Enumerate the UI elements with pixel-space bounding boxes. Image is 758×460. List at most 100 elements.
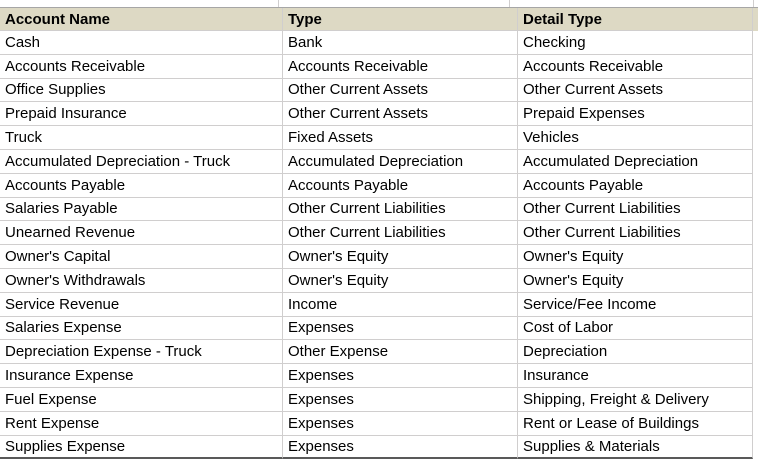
cell-type[interactable]: Expenses bbox=[283, 435, 518, 460]
cell-detail-type[interactable]: Depreciation bbox=[518, 340, 753, 365]
cell-type[interactable]: Expenses bbox=[283, 316, 518, 341]
cell-detail-type[interactable]: Other Current Assets bbox=[518, 78, 753, 103]
table-row: Unearned Revenue Other Current Liabilitie… bbox=[0, 221, 758, 246]
cell-detail-type[interactable]: Insurance bbox=[518, 364, 753, 388]
cell-detail-type[interactable]: Cost of Labor bbox=[518, 316, 753, 341]
cell-type[interactable]: Accounts Receivable bbox=[283, 54, 518, 79]
cell-type[interactable]: Owner's Equity bbox=[283, 268, 518, 293]
row-gutter bbox=[753, 102, 758, 127]
header-cell-account-name[interactable]: Account Name bbox=[0, 8, 283, 31]
cell-type[interactable]: Income bbox=[283, 292, 518, 317]
cell-account-name[interactable]: Truck bbox=[0, 126, 283, 150]
cell-account-name[interactable]: Accounts Receivable bbox=[0, 54, 283, 79]
cell-type[interactable]: Other Current Liabilities bbox=[283, 221, 518, 246]
cell-type[interactable]: Other Current Liabilities bbox=[283, 197, 518, 222]
row-gutter bbox=[753, 78, 758, 103]
row-gutter bbox=[753, 316, 758, 341]
cell-type[interactable]: Bank bbox=[283, 31, 518, 55]
cell-detail-type[interactable]: Checking bbox=[518, 31, 753, 55]
table-row: Service Revenue Income Service/Fee Income bbox=[0, 292, 758, 317]
table-row: Fuel Expense Expenses Shipping, Freight & … bbox=[0, 387, 758, 412]
cell-account-name[interactable]: Office Supplies bbox=[0, 78, 283, 103]
row-gutter bbox=[753, 411, 758, 436]
row-gutter bbox=[753, 387, 758, 412]
cell-detail-type[interactable]: Accounts Payable bbox=[518, 173, 753, 198]
cell-detail-type[interactable]: Accounts Receivable bbox=[518, 54, 753, 79]
cell-account-name[interactable]: Accumulated Depreciation - Truck bbox=[0, 149, 283, 174]
table-row: Owner's Withdrawals Owner's Equity Owner's… bbox=[0, 268, 758, 293]
cell-type[interactable]: Other Expense bbox=[283, 340, 518, 365]
cell-detail-type[interactable]: Other Current Liabilities bbox=[518, 221, 753, 246]
table-body: Cash Bank Checking Accounts Receivable Accou… bbox=[0, 31, 758, 460]
row-gutter bbox=[753, 54, 758, 79]
cell-account-name[interactable]: Salaries Expense bbox=[0, 316, 283, 341]
table-row: Depreciation Expense - Truck Other Expens… bbox=[0, 340, 758, 365]
cell-detail-type[interactable]: Shipping, Freight & Delivery bbox=[518, 387, 753, 412]
header-cell-detail-type[interactable]: Detail Type bbox=[518, 8, 753, 31]
cell-account-name[interactable]: Fuel Expense bbox=[0, 387, 283, 412]
row-gutter bbox=[753, 340, 758, 365]
gridline-vertical bbox=[753, 0, 754, 7]
row-above-sliver bbox=[0, 0, 758, 8]
cell-type[interactable]: Fixed Assets bbox=[283, 126, 518, 150]
cell-detail-type[interactable]: Other Current Liabilities bbox=[518, 197, 753, 222]
row-gutter bbox=[753, 245, 758, 269]
header-cell-type[interactable]: Type bbox=[283, 8, 518, 31]
cell-account-name[interactable]: Insurance Expense bbox=[0, 364, 283, 388]
table-row: Truck Fixed Assets Vehicles bbox=[0, 126, 758, 150]
cell-detail-type[interactable]: Prepaid Expenses bbox=[518, 102, 753, 127]
row-gutter bbox=[753, 31, 758, 55]
row-gutter bbox=[753, 268, 758, 293]
cell-type[interactable]: Expenses bbox=[283, 364, 518, 388]
cell-detail-type[interactable]: Owner's Equity bbox=[518, 268, 753, 293]
cell-type[interactable]: Accumulated Depreciation bbox=[283, 149, 518, 174]
table-row: Accounts Payable Accounts Payable Accounts… bbox=[0, 173, 758, 198]
cell-account-name[interactable]: Depreciation Expense - Truck bbox=[0, 340, 283, 365]
cell-account-name[interactable]: Supplies Expense bbox=[0, 435, 283, 460]
table-row: Salaries Payable Other Current Liabilitie… bbox=[0, 197, 758, 222]
table-row: Cash Bank Checking bbox=[0, 31, 758, 55]
cell-detail-type[interactable]: Rent or Lease of Buildings bbox=[518, 411, 753, 436]
cell-account-name[interactable]: Rent Expense bbox=[0, 411, 283, 436]
row-gutter bbox=[753, 292, 758, 317]
row-gutter bbox=[753, 149, 758, 174]
cell-type[interactable]: Other Current Assets bbox=[283, 102, 518, 127]
table-row: Owner's Capital Owner's Equity Owner's Equ… bbox=[0, 245, 758, 269]
row-gutter bbox=[753, 173, 758, 198]
gridline-vertical bbox=[509, 0, 510, 7]
row-gutter bbox=[753, 221, 758, 246]
table-row: Accounts Receivable Accounts Receivable Ac… bbox=[0, 54, 758, 79]
cell-type[interactable]: Owner's Equity bbox=[283, 245, 518, 269]
table-row: Insurance Expense Expenses Insurance bbox=[0, 364, 758, 388]
cell-account-name[interactable]: Salaries Payable bbox=[0, 197, 283, 222]
cell-account-name[interactable]: Service Revenue bbox=[0, 292, 283, 317]
header-gutter bbox=[753, 8, 758, 31]
table-row: Supplies Expense Expenses Supplies & Mater… bbox=[0, 435, 758, 460]
cell-detail-type[interactable]: Supplies & Materials bbox=[518, 435, 753, 460]
table-row: Office Supplies Other Current Assets Other… bbox=[0, 78, 758, 103]
gridline-vertical bbox=[278, 0, 279, 7]
cell-account-name[interactable]: Accounts Payable bbox=[0, 173, 283, 198]
cell-type[interactable]: Other Current Assets bbox=[283, 78, 518, 103]
cell-detail-type[interactable]: Vehicles bbox=[518, 126, 753, 150]
cell-detail-type[interactable]: Service/Fee Income bbox=[518, 292, 753, 317]
cell-account-name[interactable]: Owner's Withdrawals bbox=[0, 268, 283, 293]
cell-account-name[interactable]: Cash bbox=[0, 31, 283, 55]
row-gutter bbox=[753, 364, 758, 388]
cell-detail-type[interactable]: Accumulated Depreciation bbox=[518, 149, 753, 174]
cell-account-name[interactable]: Prepaid Insurance bbox=[0, 102, 283, 127]
table-row: Prepaid Insurance Other Current Assets Pre… bbox=[0, 102, 758, 127]
cell-detail-type[interactable]: Owner's Equity bbox=[518, 245, 753, 269]
row-gutter bbox=[753, 126, 758, 150]
row-gutter bbox=[753, 435, 758, 460]
table-row: Salaries Expense Expenses Cost of Labor bbox=[0, 316, 758, 341]
cell-type[interactable]: Expenses bbox=[283, 387, 518, 412]
table-row: Accumulated Depreciation - Truck Accumula… bbox=[0, 149, 758, 174]
cell-type[interactable]: Accounts Payable bbox=[283, 173, 518, 198]
table-row: Rent Expense Expenses Rent or Lease of Bui… bbox=[0, 411, 758, 436]
cell-account-name[interactable]: Owner's Capital bbox=[0, 245, 283, 269]
cell-type[interactable]: Expenses bbox=[283, 411, 518, 436]
table-header-row: Account Name Type Detail Type bbox=[0, 8, 758, 31]
cell-account-name[interactable]: Unearned Revenue bbox=[0, 221, 283, 246]
